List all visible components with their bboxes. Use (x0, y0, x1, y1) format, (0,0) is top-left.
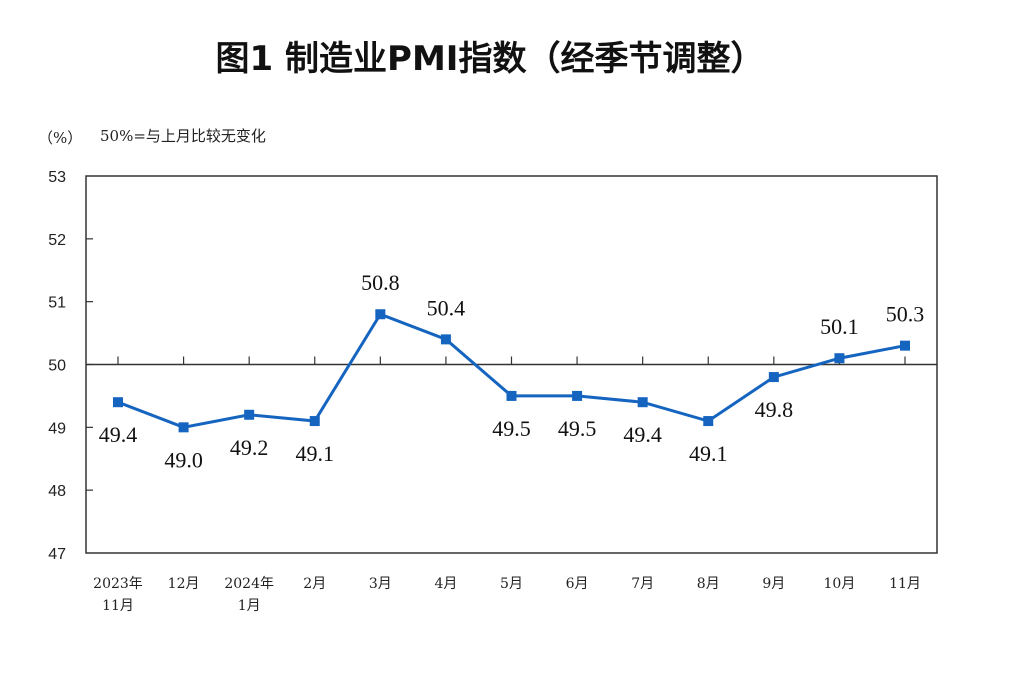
data-point (506, 390, 517, 401)
data-point (768, 372, 779, 383)
data-label: 50.1 (820, 314, 859, 339)
x-tick-label: 2023年 (93, 576, 143, 592)
x-tick-label: 10月 (824, 576, 856, 592)
x-tick-label: 5月 (500, 576, 523, 592)
data-point (309, 416, 320, 427)
y-axis-unit: （%） (38, 129, 82, 147)
y-tick-label: 48 (48, 483, 66, 500)
data-point (572, 390, 583, 401)
data-label: 49.4 (99, 422, 138, 447)
x-tick-label: 9月 (762, 576, 785, 592)
data-label: 49.4 (623, 422, 662, 447)
series-points (113, 309, 910, 433)
data-point (244, 409, 255, 420)
chart-title: 图1 制造业PMI指数（经季节调整） (216, 39, 765, 79)
y-tick-label: 52 (48, 232, 66, 249)
x-tick-label: 2月 (303, 576, 326, 592)
data-point (637, 397, 648, 408)
data-point (113, 397, 123, 408)
y-tick-label: 50 (48, 358, 66, 375)
x-tick-label: 3月 (369, 576, 392, 592)
x-axis: 2023年 11月 12月 2024年 1月 2月 3月 4月 5月 6月 7月 8月 9月 10月 11月 (93, 356, 921, 614)
data-point (900, 340, 910, 351)
baseline-note: 50%=与上月比较无变化 (100, 127, 266, 145)
data-label: 50.3 (886, 302, 925, 327)
y-axis: 47 48 49 50 51 52 53 (48, 169, 93, 563)
x-tick-label: 8月 (697, 576, 720, 592)
data-label: 50.8 (361, 270, 400, 295)
data-label: 49.5 (492, 416, 531, 441)
data-point (178, 422, 189, 433)
x-tick-label: 11月 (102, 598, 134, 614)
data-labels: 49.4 49.0 49.2 49.1 50.8 50.4 49.5 49.5 49.4 49.1… (99, 270, 925, 472)
x-tick-label: 1月 (238, 598, 261, 614)
data-point (703, 416, 714, 427)
data-label: 49.2 (230, 435, 269, 460)
y-tick-label: 51 (48, 295, 66, 312)
data-point (440, 334, 451, 345)
x-tick-label: 12月 (168, 576, 200, 592)
y-tick-label: 47 (48, 546, 66, 563)
data-label: 49.1 (689, 441, 728, 466)
x-tick-label: 4月 (434, 576, 457, 592)
y-tick-label: 53 (48, 169, 66, 186)
data-label: 49.8 (755, 397, 794, 422)
x-tick-label: 6月 (566, 576, 589, 592)
data-point (834, 353, 845, 364)
y-tick-label: 49 (48, 420, 66, 437)
data-label: 49.0 (164, 447, 203, 472)
data-point (375, 309, 386, 320)
data-label: 49.1 (296, 441, 335, 466)
x-tick-label: 11月 (889, 576, 921, 592)
x-tick-label: 7月 (631, 576, 654, 592)
data-label: 50.4 (427, 295, 466, 320)
data-label: 49.5 (558, 416, 597, 441)
x-tick-label: 2024年 (224, 576, 274, 592)
